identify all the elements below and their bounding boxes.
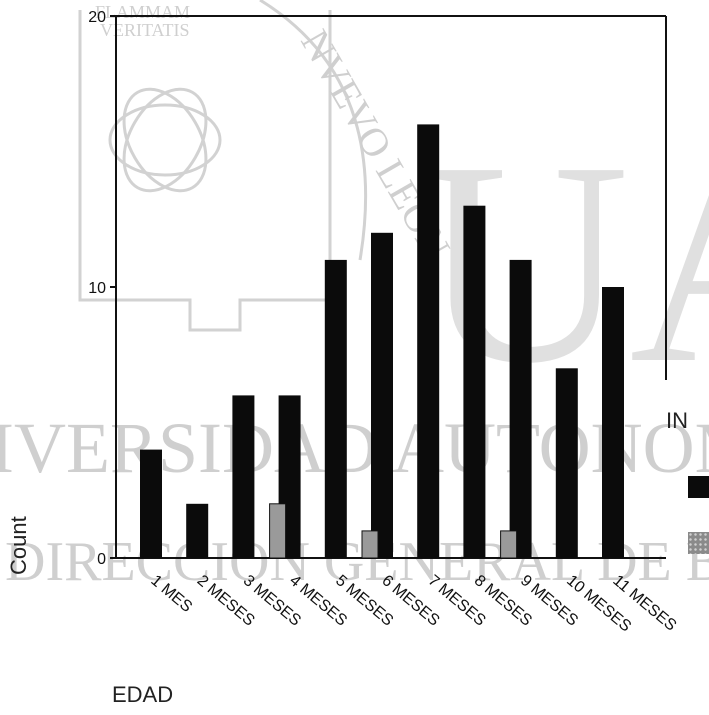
legend-swatch-series-a <box>688 476 709 498</box>
y-tick-label: 10 <box>88 280 106 297</box>
x-tick-label: 1 MES <box>147 572 195 616</box>
y-tick-label: 0 <box>97 551 106 568</box>
bar-series-a <box>509 259 532 558</box>
legend-swatch-series-b <box>688 532 709 554</box>
legend-title: IN <box>666 408 688 433</box>
bar-series-a <box>371 232 393 559</box>
y-axis-label: Count <box>6 516 31 575</box>
bar-series-a <box>324 259 347 558</box>
bar-series-a <box>417 124 440 559</box>
bar-series-b <box>500 530 518 559</box>
y-tick-label: 20 <box>88 9 106 26</box>
bar-series-b <box>269 503 287 559</box>
x-axis-label: EDAD <box>112 682 174 707</box>
bar-series-a <box>555 368 578 558</box>
bar-series-a <box>602 287 624 558</box>
bar-series-a <box>186 503 209 558</box>
bar-series-a <box>232 395 255 558</box>
y-axis-ticks: 0 10 20 <box>88 9 116 568</box>
bar-series-a <box>463 205 486 558</box>
bar-series-a <box>140 449 162 558</box>
bar-series-b <box>361 530 379 559</box>
bars <box>140 124 624 559</box>
